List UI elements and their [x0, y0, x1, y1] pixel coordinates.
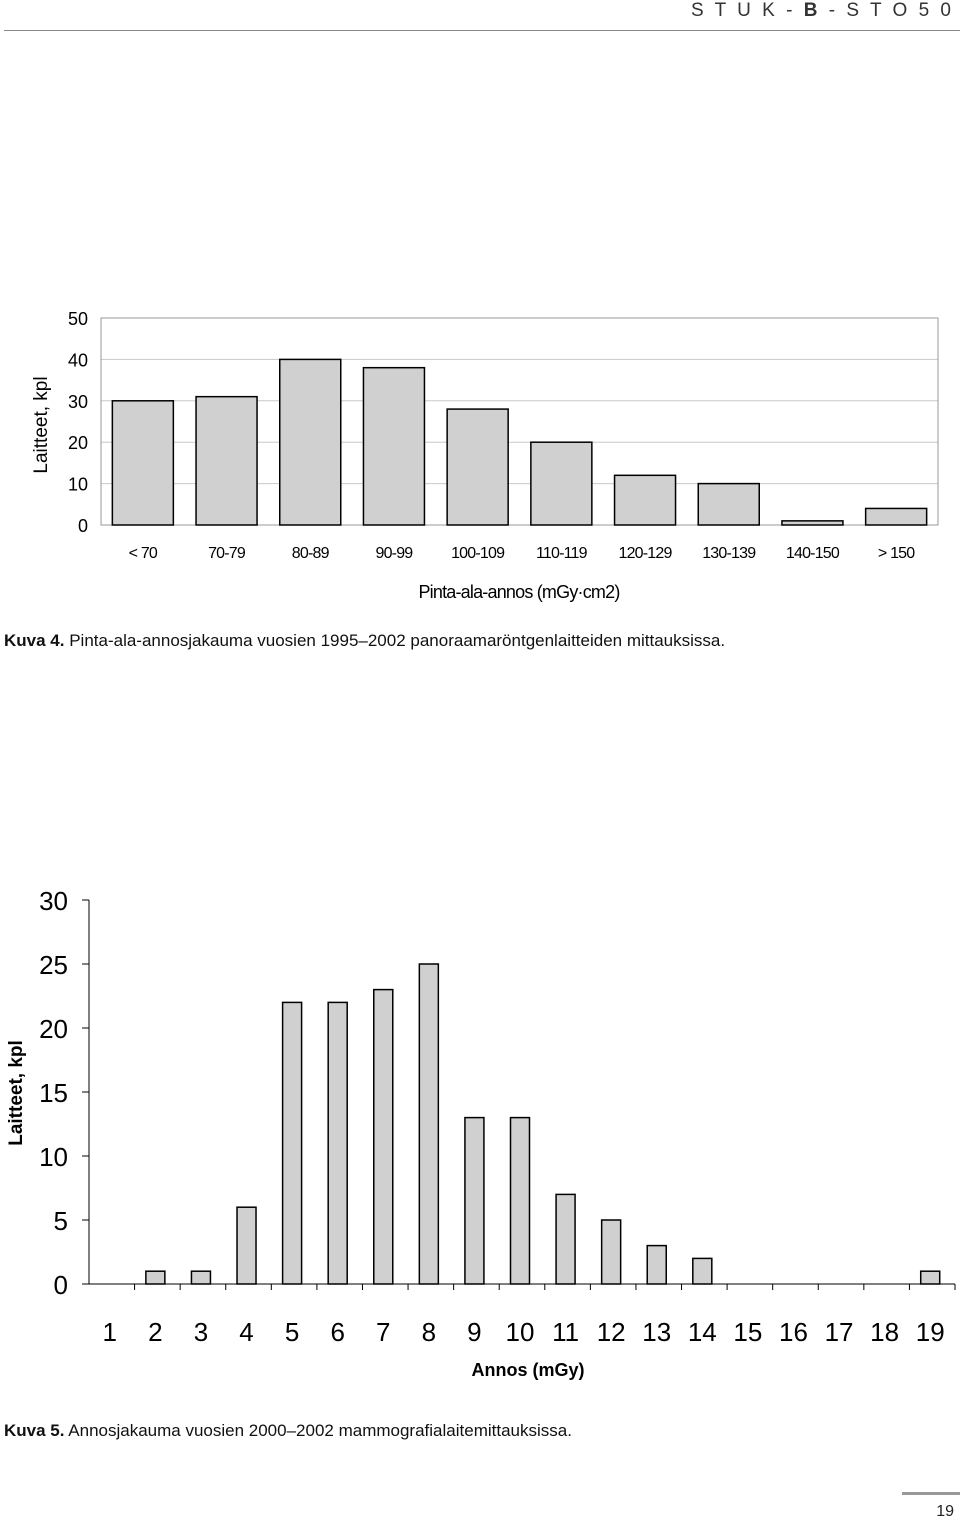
chart2-y-tick-label: 10 — [39, 1142, 68, 1172]
chart2-x-tick-label: 3 — [194, 1317, 208, 1347]
chart-pinta-ala-annos: 0 10 20 30 40 50 < 70 70-79 80-89 90-99 100-109 11… — [31, 309, 939, 602]
chart2-bar — [646, 1244, 667, 1285]
chart2-y-tick-label: 15 — [39, 1078, 68, 1108]
chart2-bar — [281, 1001, 303, 1285]
chart2-x-tick-label: 5 — [285, 1317, 299, 1347]
chart1-bar — [279, 358, 342, 526]
header-bold: B — [803, 0, 821, 21]
chart1-bar — [697, 482, 760, 526]
chart1-x-tick-label: 130-139 — [702, 545, 756, 562]
chart2-bar — [555, 1193, 576, 1285]
chart2-x-tick-label: 11 — [552, 1317, 579, 1347]
chart2-bar — [509, 1116, 531, 1285]
chart2-x-tick-label: 17 — [825, 1317, 854, 1347]
chart2-x-tick-label: 4 — [239, 1317, 253, 1347]
chart1-bar — [530, 441, 593, 526]
chart1-x-tick-label: 110-119 — [536, 545, 588, 562]
chart2-bar — [190, 1270, 212, 1285]
chart2-bar — [236, 1206, 257, 1285]
chart1-bar — [446, 408, 509, 526]
chart2-x-tick-label: 6 — [330, 1317, 344, 1347]
chart2-y-tick-label: 25 — [39, 950, 68, 980]
chart2-x-tick-label: 7 — [376, 1317, 390, 1347]
chart1-y-axis-label: Laitteet, kpl — [31, 376, 52, 473]
chart2-x-tick-label: 12 — [597, 1317, 626, 1347]
chart1-bar — [362, 366, 426, 526]
chart2-x-axis-label: Annos (mGy) — [471, 1360, 584, 1380]
chart2-bar — [373, 988, 394, 1285]
chart2-x-tick-label: 15 — [733, 1317, 762, 1347]
figure5-caption-text: Annosjakauma vuosien 2000–2002 mammograf… — [64, 1421, 572, 1440]
chart2-bar — [919, 1270, 941, 1285]
chart1-x-tick-label: < 70 — [129, 545, 158, 562]
chart1-y-tick-label: 30 — [68, 392, 88, 412]
chart2-y-tick-label: 5 — [54, 1206, 68, 1236]
chart1-x-tick-label: 90-99 — [375, 545, 413, 562]
chart2-x-tick-label: 13 — [642, 1317, 671, 1347]
chart1-x-tick-label: 100-109 — [451, 545, 505, 562]
chart1-bar — [864, 507, 928, 526]
figure4-caption-text: Pinta-ala-annosjakauma vuosien 1995–2002… — [64, 631, 726, 650]
chart2-bar — [327, 1001, 348, 1285]
chart1-x-tick-label: > 150 — [878, 545, 915, 562]
chart2-bar — [692, 1257, 713, 1285]
chart2-x-tick-label: 10 — [506, 1317, 535, 1347]
chart1-y-tick-label: 10 — [68, 475, 88, 495]
figure5-caption: Kuva 5. Annosjakauma vuosien 2000–2002 m… — [4, 1421, 572, 1441]
chart1-y-tick-label: 20 — [68, 433, 88, 453]
chart1-y-tick-label: 40 — [68, 350, 88, 370]
chart1-bar — [613, 474, 677, 526]
chart2-x-tick-label: 1 — [103, 1317, 117, 1347]
chart2-x-tick-label: 8 — [422, 1317, 436, 1347]
chart1-x-tick-label: 70-79 — [208, 545, 246, 562]
header-rule — [4, 30, 960, 31]
chart2-x-tick-label: 2 — [148, 1317, 162, 1347]
chart2-bar — [145, 1270, 166, 1285]
chart2-x-tick-label: 14 — [688, 1317, 717, 1347]
chart2-x-tick-label: 9 — [467, 1317, 481, 1347]
chart2-bar — [600, 1219, 622, 1285]
chart1-y-tick-label: 50 — [68, 309, 88, 329]
chart2-bar — [464, 1116, 485, 1285]
page-header: S T U K - B - S T O 5 0 — [691, 0, 954, 22]
chart2-x-tick-label: 19 — [916, 1317, 945, 1347]
header-prefix: S T U K - — [691, 0, 804, 21]
chart1-bar — [781, 520, 844, 526]
chart2-y-tick-label: 20 — [39, 1014, 68, 1044]
chart2-y-axis-label: Laitteet, kpl — [6, 1040, 27, 1146]
chart2-bar — [418, 963, 440, 1285]
chart1-bar — [111, 400, 175, 526]
chart1-x-tick-label: 140-150 — [786, 545, 840, 562]
page-number: 19 — [936, 1503, 954, 1520]
chart2-y-tick-label: 0 — [54, 1270, 68, 1300]
chart2-x-tick-label: 16 — [779, 1317, 808, 1347]
chart1-bar — [195, 395, 258, 526]
chart1-x-axis-label: Pinta-ala-annos (mGy·cm2) — [418, 582, 619, 602]
chart1-x-tick-label: 120-129 — [618, 545, 672, 562]
chart2-x-tick-label: 18 — [870, 1317, 899, 1347]
chart1-x-tick-label: 80-89 — [292, 545, 330, 562]
footer-rule — [902, 1492, 960, 1495]
chart2-y-tick-label: 30 — [39, 886, 68, 916]
chart1-y-tick-label: 0 — [78, 516, 88, 536]
figure4-caption-label: Kuva 4. — [4, 631, 65, 650]
figure5-caption-label: Kuva 5. — [4, 1421, 65, 1440]
figure4-caption: Kuva 4. Pinta-ala-annosjakauma vuosien 1… — [4, 631, 725, 651]
header-suffix: - S T O 5 0 — [820, 0, 954, 21]
